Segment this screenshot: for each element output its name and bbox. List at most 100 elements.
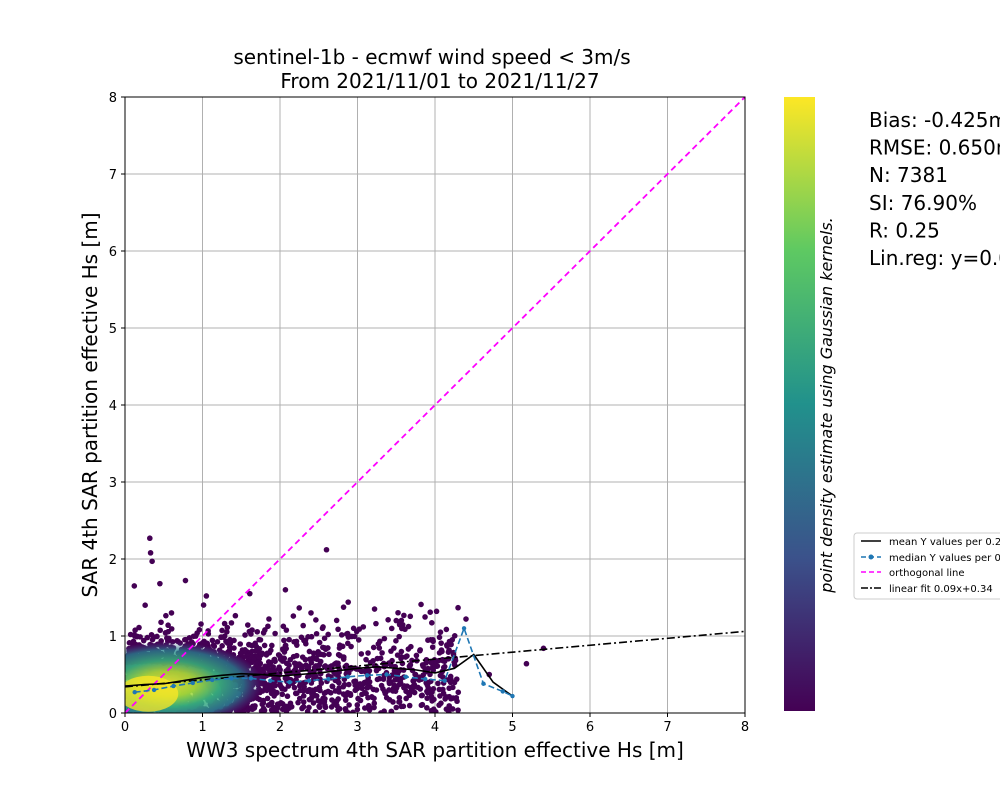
- density-point: [418, 692, 425, 699]
- y-tick-label: 6: [109, 245, 117, 260]
- median-marker: [461, 626, 467, 631]
- median-marker: [306, 678, 312, 683]
- density-point: [407, 613, 414, 620]
- outlier-point: [282, 587, 289, 593]
- legend-label-orthogonal: orthogonal line: [889, 568, 965, 579]
- median-marker: [326, 676, 331, 682]
- density-point: [359, 691, 365, 698]
- density-point: [310, 650, 317, 656]
- density-point: [320, 695, 326, 702]
- stat-line: RMSE: 0.650m: [869, 136, 1000, 160]
- density-point: [443, 706, 450, 712]
- density-point: [381, 635, 388, 642]
- density-point: [322, 646, 329, 653]
- median-marker: [132, 690, 137, 695]
- x-tick-label: 5: [508, 720, 516, 735]
- density-point: [403, 695, 409, 702]
- density-point: [304, 674, 311, 680]
- density-point: [437, 672, 444, 679]
- density-point: [388, 625, 395, 632]
- density-point: [427, 609, 434, 615]
- legend-label-linear-fit: linear fit 0.09x+0.34: [889, 584, 993, 595]
- density-point: [338, 632, 345, 638]
- density-point: [429, 644, 436, 650]
- density-point: [300, 622, 306, 629]
- outlier-point: [157, 580, 163, 587]
- density-point: [413, 652, 420, 659]
- density-point: [325, 631, 331, 638]
- orthogonal-line: [125, 97, 745, 713]
- median-marker: [364, 673, 370, 678]
- density-point: [320, 709, 326, 713]
- outlier-point: [131, 583, 138, 589]
- density-point: [350, 709, 356, 713]
- density-point: [256, 636, 262, 643]
- density-point: [336, 645, 343, 651]
- density-point: [345, 634, 352, 640]
- outlier-point: [168, 610, 175, 616]
- density-point: [265, 702, 272, 708]
- density-point: [272, 630, 278, 637]
- density-point: [165, 622, 171, 629]
- density-point: [244, 622, 251, 628]
- density-point: [315, 697, 322, 704]
- outlier-point: [371, 606, 378, 612]
- density-point: [270, 704, 277, 711]
- stat-line: N: 7381: [869, 163, 948, 187]
- density-point: [285, 683, 292, 689]
- density-point: [373, 667, 380, 674]
- density-point: [396, 694, 403, 701]
- density-point: [283, 627, 290, 633]
- legend: mean Y values per 0.25m bin median Y val…: [853, 532, 1000, 600]
- y-tick-label: 4: [109, 399, 117, 414]
- x-tick-label: 8: [741, 720, 749, 735]
- density-point: [272, 658, 278, 665]
- density-point: [435, 680, 441, 687]
- density-point: [319, 625, 326, 632]
- median-marker: [171, 683, 176, 689]
- density-point: [383, 694, 390, 701]
- outlier-point: [393, 617, 400, 624]
- chart-subtitle: From 2021/11/01 to 2021/11/27: [280, 69, 599, 93]
- density-point: [237, 641, 244, 647]
- density-point: [398, 648, 405, 655]
- median-marker: [287, 680, 292, 685]
- median-marker: [229, 676, 234, 681]
- density-point: [417, 647, 423, 654]
- median-marker: [345, 674, 351, 680]
- density-point: [358, 651, 365, 657]
- density-point: [277, 682, 283, 689]
- density-point: [340, 656, 347, 662]
- density-point: [329, 683, 336, 689]
- density-point: [321, 690, 328, 697]
- density-point: [354, 702, 361, 708]
- density-point: [355, 695, 361, 702]
- density-point: [162, 630, 169, 636]
- density-point: [346, 681, 352, 688]
- density-point: [365, 650, 371, 656]
- outlier-point: [418, 601, 424, 608]
- density-peak: [125, 675, 179, 712]
- density-point: [290, 613, 297, 619]
- density-point: [398, 655, 404, 662]
- axis-ticks: 0 1 2 3 4 5 6 7 8 0 1 2 3 4 5 6 7 8: [109, 91, 749, 735]
- density-point: [398, 703, 405, 710]
- outlier-point: [463, 616, 469, 622]
- stat-line: Lin.reg: y=0.09x+0.34: [869, 246, 1000, 270]
- density-point: [157, 627, 164, 634]
- density-point: [371, 700, 378, 707]
- density-point: [321, 635, 328, 642]
- density-point: [398, 625, 405, 632]
- density-point: [455, 604, 461, 611]
- density-point: [374, 676, 381, 683]
- outlier-point: [149, 558, 155, 565]
- density-point: [313, 630, 320, 637]
- density-point: [352, 687, 359, 694]
- density-point: [352, 682, 358, 689]
- median-marker: [500, 689, 506, 694]
- median-line: [134, 625, 513, 697]
- outlier-point: [147, 550, 154, 556]
- density-point: [337, 652, 343, 659]
- density-point: [388, 708, 395, 713]
- density-point: [424, 695, 430, 702]
